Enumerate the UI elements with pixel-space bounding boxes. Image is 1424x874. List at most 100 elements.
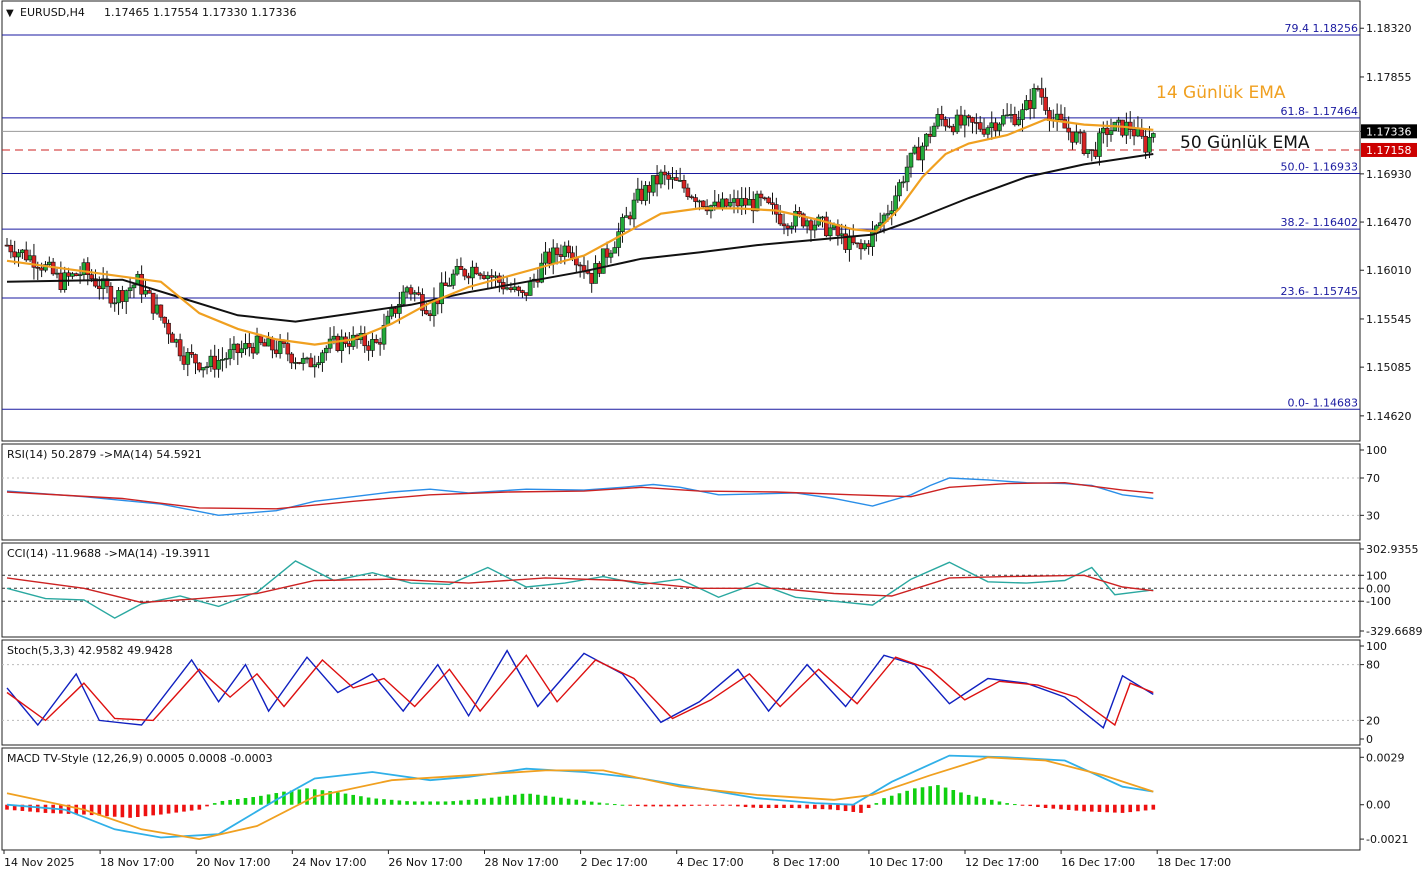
macd-histogram-bar bbox=[520, 793, 525, 805]
macd-histogram-bar bbox=[189, 804, 194, 811]
macd-histogram-bar bbox=[582, 800, 586, 805]
bear-candle bbox=[547, 251, 552, 264]
macd-histogram-bar bbox=[766, 804, 771, 808]
bear-candle bbox=[250, 347, 256, 354]
macd-histogram-bar bbox=[851, 804, 856, 812]
macd-histogram-bar bbox=[451, 801, 456, 805]
macd-histogram-bar bbox=[166, 804, 171, 814]
fib-label: 0.0- 1.14683 bbox=[1288, 396, 1358, 409]
bull-candle bbox=[920, 145, 925, 161]
bull-candle bbox=[897, 182, 902, 197]
bear-candle bbox=[1027, 100, 1033, 109]
bear-candle bbox=[916, 146, 921, 161]
bear-candle bbox=[758, 193, 764, 199]
bull-candle bbox=[320, 352, 325, 363]
price-panel[interactable]: 79.4 1.18256 61.8- 1.17464 50.0- 1.16933 38… bbox=[2, 22, 1417, 423]
macd-histogram-bar bbox=[697, 804, 702, 806]
bull-candle bbox=[1004, 114, 1010, 117]
bear-candle bbox=[170, 333, 175, 343]
bear-candle bbox=[270, 338, 275, 351]
macd-histogram-bar bbox=[620, 804, 625, 806]
bull-candle bbox=[670, 177, 675, 180]
rsi-panel[interactable]: RSI(14) 50.2879 ->MA(14) 54.5921 100 70 30 bbox=[2, 444, 1387, 522]
macd-histogram-bar bbox=[528, 793, 532, 805]
price-tick-label: 1.15085 bbox=[1366, 361, 1412, 374]
bear-candle bbox=[766, 197, 771, 204]
stoch-panel[interactable]: Stoch(5,3,3) 42.9582 49.9428 100 80 20 0 bbox=[2, 640, 1387, 746]
bull-candle bbox=[54, 272, 60, 275]
bear-candle bbox=[1070, 131, 1075, 143]
macd-histogram-bar bbox=[874, 803, 879, 805]
price-tick-label: 1.15545 bbox=[1366, 313, 1412, 326]
macd-histogram-bar bbox=[920, 787, 925, 805]
bull-candle bbox=[239, 348, 244, 354]
bull-candle bbox=[185, 352, 191, 365]
macd-histogram-bar bbox=[336, 792, 340, 805]
macd-histogram-bar bbox=[997, 801, 1002, 805]
macd-histogram-bar bbox=[889, 795, 894, 805]
macd-histogram-bar bbox=[1105, 804, 1109, 813]
bear-candle bbox=[289, 353, 294, 364]
current-price-badge bbox=[1361, 124, 1417, 139]
bear-candle bbox=[781, 223, 787, 227]
ask-price-badge bbox=[1361, 142, 1417, 157]
bull-candle bbox=[304, 357, 310, 360]
bull-candle bbox=[562, 245, 568, 257]
bear-candle bbox=[189, 352, 194, 355]
bull-candle bbox=[608, 252, 614, 258]
macd-histogram-bar bbox=[651, 804, 656, 807]
bull-candle bbox=[789, 225, 795, 229]
bull-candle bbox=[200, 367, 206, 371]
bull-candle bbox=[208, 355, 214, 368]
bear-candle bbox=[489, 275, 494, 278]
macd-histogram-bar bbox=[35, 804, 40, 813]
bear-candle bbox=[235, 343, 241, 354]
bear-candle bbox=[577, 264, 583, 267]
bear-candle bbox=[939, 114, 945, 120]
bull-candle bbox=[254, 335, 260, 354]
macd-histogram-bar bbox=[205, 804, 209, 807]
macd-histogram-bar bbox=[682, 804, 686, 807]
bull-candle bbox=[220, 359, 225, 361]
bear-candle bbox=[858, 243, 864, 250]
bull-candle bbox=[997, 123, 1002, 131]
bull-candle bbox=[70, 273, 75, 277]
bear-candle bbox=[558, 254, 564, 257]
bear-candle bbox=[462, 269, 468, 277]
bear-candle bbox=[427, 313, 433, 317]
ema50-line bbox=[6, 153, 1154, 323]
bear-candle bbox=[1104, 127, 1110, 135]
bull-candle bbox=[885, 213, 891, 216]
macd-histogram-bar bbox=[212, 803, 217, 805]
macd-histogram-bar bbox=[612, 804, 617, 806]
bull-candle bbox=[624, 215, 629, 218]
rsi-frame bbox=[1, 443, 1361, 541]
bear-candle bbox=[39, 267, 44, 271]
bear-candle bbox=[35, 267, 41, 269]
macd-histogram-bar bbox=[112, 804, 117, 817]
macd-histogram-bar bbox=[1082, 804, 1086, 812]
bull-candle bbox=[204, 366, 210, 369]
symbol-menu-icon[interactable]: ▼ bbox=[6, 8, 14, 19]
bear-candle bbox=[689, 196, 695, 199]
macd-histogram-bar bbox=[1059, 804, 1063, 810]
macd-panel[interactable]: MACD TV-Style (12,26,9) 0.0005 0.0008 -0… bbox=[5, 751, 1408, 846]
macd-histogram-bar bbox=[466, 799, 471, 805]
bull-candle bbox=[493, 275, 498, 278]
bear-candle bbox=[1066, 127, 1071, 133]
bull-candle bbox=[1016, 119, 1021, 126]
cci-panel[interactable]: CCI(14) -11.9688 ->MA(14) -19.3911 302.93… bbox=[2, 543, 1422, 638]
axis-tick-label: 30 bbox=[1366, 509, 1380, 522]
symbol-label: EURUSD,H4 bbox=[20, 6, 85, 19]
bull-candle bbox=[131, 284, 137, 289]
axis-tick-label: -329.6689 bbox=[1366, 625, 1422, 638]
macd-histogram-bar bbox=[1020, 804, 1025, 806]
axis-tick-label: 100 bbox=[1366, 569, 1387, 582]
macd-histogram-bar bbox=[389, 799, 394, 805]
bear-candle bbox=[977, 122, 983, 130]
bear-candle bbox=[108, 285, 114, 304]
macd-histogram-bar bbox=[843, 804, 848, 812]
bull-candle bbox=[962, 115, 968, 126]
macd-histogram-bar bbox=[1089, 804, 1094, 812]
